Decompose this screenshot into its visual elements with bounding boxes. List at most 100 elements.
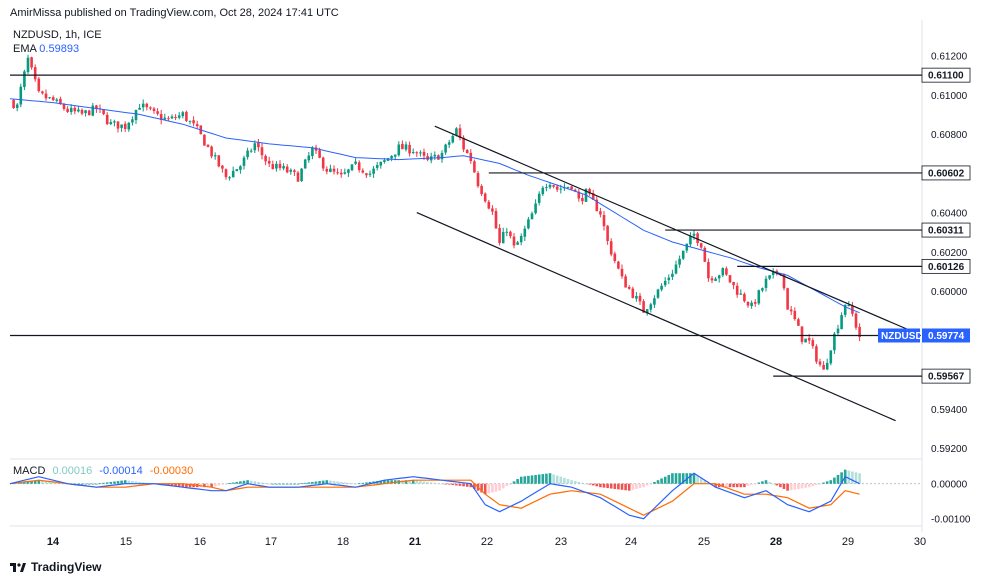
macd-histogram-bar [419, 481, 422, 484]
candle-body [577, 191, 581, 199]
candle-body [527, 219, 530, 229]
candle-body [807, 337, 811, 341]
candle-body [833, 333, 836, 351]
macd-histogram-bar [167, 483, 170, 486]
candle-body [552, 185, 555, 187]
time-axis[interactable]: 14 15 16 17 18 21 22 23 24 25 28 29 30 [47, 536, 926, 548]
macd-histogram-bar [480, 483, 483, 493]
current-symbol-label: NZDUSD [881, 331, 923, 342]
candle-body [721, 268, 725, 276]
macd-histogram-bar [818, 483, 822, 485]
candle-body [519, 236, 523, 243]
macd-legend-label: MACD [13, 465, 46, 477]
macd-histogram-bar [246, 480, 249, 484]
symbol-legend[interactable]: NZDUSD, 1h, ICE [13, 29, 102, 41]
macd-histogram-bar [141, 482, 145, 484]
candle-body [638, 295, 642, 302]
level-price-tag-label: 0.60602 [928, 168, 965, 179]
macd-histogram-bar [332, 481, 336, 484]
publish-header: AmirMissa published on TradingView.com, … [10, 7, 339, 19]
time-tick-label: 16 [194, 536, 206, 548]
macd-histogram-bar [347, 482, 350, 484]
macd-histogram-bar [786, 483, 789, 491]
candle-body [30, 57, 33, 68]
candle-body [397, 144, 401, 156]
macd-histogram-bar [822, 482, 825, 484]
macd-histogram-bar [581, 482, 584, 484]
macd-histogram-bar [768, 481, 771, 484]
candle-body [743, 293, 746, 302]
macd-histogram-bar [217, 483, 221, 486]
macd-histogram-bar [235, 481, 239, 484]
candle-body [746, 301, 750, 306]
candle-body [73, 107, 77, 112]
candle-body [77, 109, 80, 112]
candle-body [570, 186, 573, 190]
candle-body [843, 304, 847, 315]
candle-body [303, 159, 307, 169]
macd-tick-label: -0.00100 [931, 515, 971, 526]
candle-body [858, 326, 861, 338]
macd-histogram-bar [750, 483, 753, 485]
macd-histogram-bar [469, 483, 473, 488]
tradingview-footer[interactable]: TradingView [10, 560, 101, 574]
time-tick-label: 17 [265, 536, 277, 548]
candle-body [357, 162, 361, 171]
macd-histogram-bar [660, 478, 663, 484]
candle-body [444, 144, 447, 153]
macd-histogram-bar [739, 483, 743, 488]
macd-histogram-bar [188, 483, 192, 488]
macd-histogram-bar [703, 480, 707, 484]
macd-histogram-bar [854, 472, 858, 484]
macd-histogram-bar [746, 483, 750, 487]
candle-body [739, 293, 743, 295]
candle-body [325, 168, 329, 172]
macd-legend[interactable]: MACD 0.00016 -0.00014 -0.00030 [13, 465, 197, 477]
macd-histogram-bar [203, 483, 206, 488]
macd-histogram-bar [725, 483, 728, 488]
candle-body [581, 197, 584, 202]
candle-body [649, 304, 653, 310]
macd-histogram-bar [210, 483, 213, 488]
candle-body [372, 168, 375, 174]
macd-histogram-bar [339, 481, 343, 484]
macd-histogram-bar [735, 483, 739, 488]
candle-body [318, 150, 321, 158]
candle-body [127, 122, 131, 130]
price-tick-label: 0.60000 [931, 287, 968, 298]
candle-body [120, 124, 123, 128]
candle-body [339, 172, 343, 175]
level-price-tag [921, 368, 971, 384]
macd-histogram-bar [123, 480, 127, 484]
candle-body [293, 170, 296, 172]
price-axis[interactable]: 0.61200 0.61000 0.60800 0.60400 0.60200 0.600… [878, 52, 971, 526]
candle-body [188, 120, 192, 122]
macd-histogram-bar [645, 483, 649, 486]
macd-line-value: -0.00014 [99, 465, 143, 477]
level-price-tag [921, 165, 971, 181]
time-tick-label: 15 [120, 536, 132, 548]
macd-histogram-bar [505, 483, 509, 487]
macd-histogram-bar [541, 474, 545, 484]
candle-body [181, 112, 185, 117]
macd-histogram-bar [696, 475, 699, 484]
candle-body [710, 278, 714, 281]
candle-body [113, 121, 116, 123]
price-tick-label: 0.59200 [931, 444, 968, 455]
macd-histogram-bar [728, 483, 732, 488]
macd-histogram-bar [761, 481, 764, 484]
macd-histogram-bar [336, 481, 339, 484]
macd-histogram-bar [613, 483, 617, 489]
ema-legend[interactable]: EMA 0.59893 [13, 42, 102, 56]
time-tick-label: 22 [481, 536, 493, 548]
macd-histogram-bar [836, 474, 840, 484]
macd-histogram-bar [473, 483, 476, 489]
macd-histogram-bar [793, 483, 797, 490]
candle-body [41, 91, 44, 94]
macd-histogram-bar [523, 476, 527, 484]
candle-body [624, 276, 627, 288]
candle-body [685, 243, 689, 251]
macd-histogram-bar [840, 472, 843, 484]
candle-body [735, 285, 739, 295]
